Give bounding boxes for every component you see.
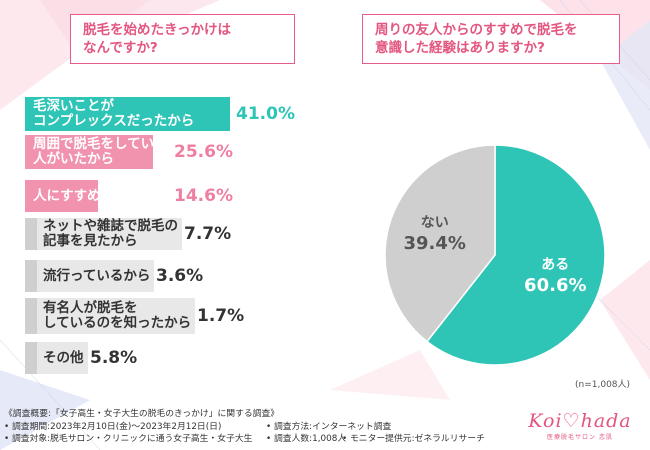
bar	[25, 298, 37, 334]
bar-row: 周囲で脱毛をしている 人がいたから 25.6%	[25, 135, 405, 169]
brand-logo-text: Koi♡hada	[528, 410, 632, 432]
bar-category-label-line: 周囲で脱毛をしている	[33, 136, 168, 152]
bar	[25, 260, 37, 292]
pie-slice-value: 39.4%	[403, 233, 466, 255]
bar-value-label: 5.8%	[90, 348, 138, 368]
bar-category-label: 有名人が脱毛を しているのを知ったから	[43, 298, 191, 334]
right-chart-title: 周りの友人からのすすめで脱毛を 意識した経験はありますか?	[362, 14, 620, 64]
bar	[25, 218, 37, 250]
bar-value-label: 7.7%	[184, 224, 232, 244]
bar-category-label-line: 記事を見たから	[43, 233, 138, 249]
bar-category-label-line: 流行っているから	[43, 267, 151, 284]
bar-value-label: 1.7%	[197, 306, 245, 326]
bar-category-label-line: ネットや雑誌で脱毛の	[43, 218, 178, 234]
right-title-line-1: 周りの友人からのすすめで脱毛を	[375, 22, 578, 38]
pie-chart	[384, 144, 606, 366]
brand-logo: Koi♡hada 医療脱毛サロン 恋肌	[520, 410, 640, 441]
bar-row: 流行っているから 3.6%	[25, 260, 405, 292]
survey-footer: 《調査概要:「女子高生・女子大生の脱毛のきっかけ」に関する調査》 • 調査期間:…	[4, 408, 485, 446]
bar-row: その他 5.8%	[25, 342, 405, 374]
bar-row: 有名人が脱毛を しているのを知ったから 1.7%	[25, 298, 405, 334]
bar-label-background	[37, 298, 195, 334]
bar-category-label-line: 人がいたから	[33, 151, 114, 167]
bar-category-label-line: 有名人が脱毛を	[43, 300, 138, 316]
pie-slice-label: ない 39.4%	[403, 213, 465, 255]
bar-label-background	[37, 218, 182, 250]
bar	[25, 97, 230, 131]
bar-category-label-line: 人にすすめられたから	[33, 187, 169, 204]
bar-value-label: 14.6%	[174, 186, 233, 206]
bar	[25, 180, 98, 212]
left-chart-title: 脱毛を始めたきっかけは なんですか?	[70, 14, 295, 64]
footer-line-1: 《調査概要:「女子高生・女子大生の脱毛のきっかけ」に関する調査》	[4, 409, 280, 419]
pie-slice-label: ある 60.6%	[524, 255, 586, 297]
bar-category-label: 流行っているから	[43, 260, 150, 292]
bar-row: ネットや雑誌で脱毛の 記事を見たから 7.7%	[25, 218, 405, 250]
bar-value-label: 41.0%	[236, 104, 295, 124]
pie-slice	[384, 144, 496, 343]
footer-method: • 調査方法:インターネット調査	[266, 421, 392, 432]
bar-category-label-line: その他	[43, 349, 84, 366]
right-title-line-2: 意識した経験はありますか?	[375, 40, 545, 56]
bar-category-label-line: コンプレックスだったから	[33, 113, 195, 129]
sample-size: (n=1,008人)	[575, 380, 631, 390]
bar-row: 毛深いことが コンプレックスだったから 41.0%	[25, 97, 405, 131]
pie-slice	[425, 144, 606, 366]
bar-category-label-line: 毛深いことが	[33, 98, 114, 114]
pie-slice-value: 60.6%	[524, 274, 587, 296]
footer-count: • 調査人数:1,008人	[266, 434, 347, 444]
bar	[25, 342, 37, 374]
bar-value-label: 25.6%	[174, 142, 233, 162]
pie-slice-category: ある	[541, 256, 570, 273]
bar-category-label: ネットや雑誌で脱毛の 記事を見たから	[43, 218, 178, 250]
bar-row: 人にすすめられたから 14.6%	[25, 180, 405, 212]
bar-label-background	[37, 342, 88, 374]
bar	[25, 135, 153, 169]
bar-label-background	[37, 260, 154, 292]
bar-value-label: 3.6%	[156, 266, 204, 286]
bar-category-label: 人にすすめられたから	[33, 180, 168, 212]
bar-category-label: 周囲で脱毛をしている 人がいたから	[33, 135, 168, 169]
left-title-line-1: 脱毛を始めたきっかけは	[83, 22, 231, 38]
left-title-line-2: なんですか?	[83, 40, 158, 56]
pie-slice-category: ない	[420, 215, 449, 232]
bar-category-label-line: しているのを知ったから	[43, 315, 192, 331]
footer-provider: • モニター提供元:ゼネラルリサーチ	[342, 434, 485, 444]
footer-target: • 調査対象:脱毛サロン・クリニックに通う女子高生・女子大生	[4, 434, 253, 444]
bar-category-label: その他	[43, 342, 84, 374]
bar-category-label: 毛深いことが コンプレックスだったから	[33, 97, 194, 131]
brand-logo-subtitle: 医療脱毛サロン 恋肌	[547, 434, 613, 441]
footer-period: • 調査期間:2023年2月10日(金)〜2023年2月12日(日)	[4, 421, 222, 432]
